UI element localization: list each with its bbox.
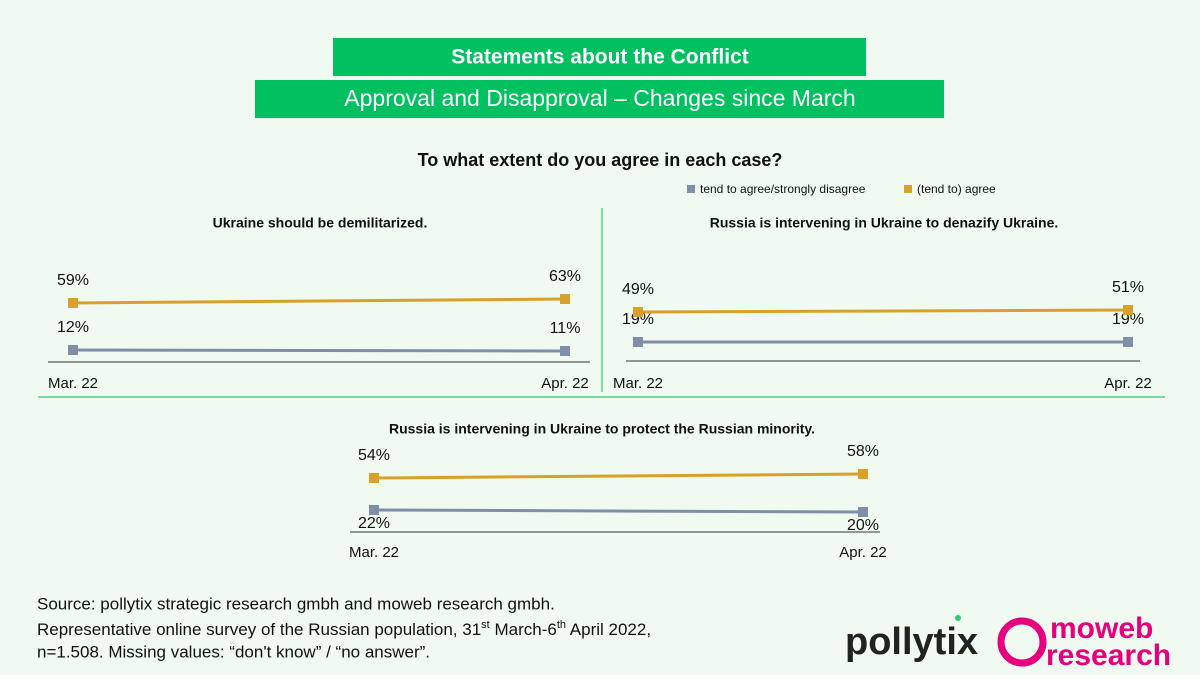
point (369, 505, 379, 515)
series-line (637, 308, 1129, 314)
point (560, 346, 570, 356)
data-label: 20% (847, 517, 879, 534)
point (560, 294, 570, 304)
data-label: 22% (358, 515, 390, 532)
legend-label: tend to agree/strongly disagree (700, 182, 866, 196)
legend-swatch (904, 185, 912, 193)
x-tick-label: Apr. 22 (839, 544, 887, 561)
chart-title: Russia is intervening in Ukraine to dena… (710, 215, 1059, 231)
source: Representative online survey of the Russ… (37, 619, 651, 640)
title: Statements about the Conflict (451, 46, 749, 69)
series-line (373, 472, 864, 480)
point (633, 307, 643, 317)
source: Source: pollytix strategic research gmbh… (37, 594, 555, 613)
point (1123, 305, 1133, 315)
x-tick-label: Mar. 22 (349, 544, 399, 561)
data-label: 12% (57, 319, 89, 336)
logo-ring (997, 617, 1047, 667)
subtitle-banner (255, 80, 944, 118)
data-label: 54% (358, 447, 390, 464)
logo-pollytix: pollytix (845, 621, 978, 663)
data-label: 51% (1112, 279, 1144, 296)
legend-swatch (687, 185, 695, 193)
logo-moweb: moweb (1050, 612, 1153, 645)
point (369, 473, 379, 483)
point (68, 345, 78, 355)
series-line (72, 348, 566, 353)
source-sup: st (481, 619, 490, 631)
point (858, 507, 868, 517)
data-label: 19% (1112, 311, 1144, 328)
data-label: 49% (622, 281, 654, 298)
source-part: March-6 (490, 620, 557, 639)
subtitle: Approval and Disapproval – Changes since… (344, 85, 855, 111)
x-tick-label: Apr. 22 (541, 375, 589, 392)
series-line (72, 297, 566, 305)
x-tick-label: Apr. 22 (1104, 375, 1152, 392)
chart-title: Ukraine should be demilitarized. (213, 215, 428, 231)
logo-dot (955, 615, 961, 621)
source: n=1.508. Missing values: “don't know” / … (37, 642, 430, 661)
x-tick-label: Mar. 22 (613, 375, 663, 392)
point (633, 337, 643, 347)
point (68, 298, 78, 308)
data-label: 11% (550, 320, 581, 337)
legend-label: (tend to) agree (917, 182, 996, 196)
source-sup: th (557, 619, 566, 631)
source-part: April 2022, (566, 620, 651, 639)
title-banner (333, 38, 866, 76)
point (1123, 337, 1133, 347)
logo-moweb: research (1046, 639, 1171, 672)
data-label: 63% (549, 268, 581, 285)
x-tick-label: Mar. 22 (48, 375, 98, 392)
question: To what extent do you agree in each case… (418, 150, 783, 170)
source-part: Representative online survey of the Russ… (37, 620, 481, 639)
data-label: 58% (847, 443, 879, 460)
chart-title: Russia is intervening in Ukraine to prot… (389, 421, 815, 437)
data-label: 59% (57, 272, 89, 289)
series-line (373, 508, 864, 514)
point (858, 469, 868, 479)
data-label: 19% (622, 311, 654, 328)
